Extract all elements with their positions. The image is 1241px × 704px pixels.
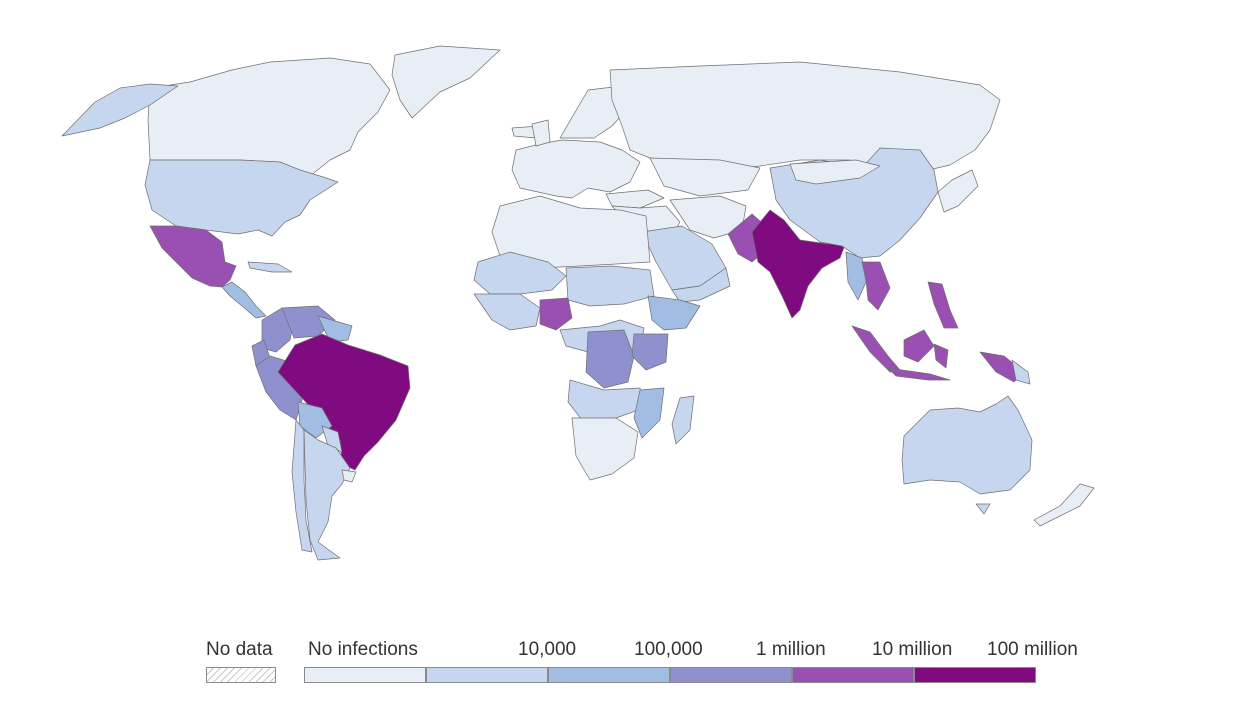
country-uruguay [341,469,357,483]
legend-swatch-bin-5 [914,667,1036,683]
country-java [887,367,951,381]
world-map [61,45,1095,561]
country-myanmar [845,251,867,301]
country-madagascar [671,395,695,445]
country-new-zealand [1033,483,1095,527]
country-mauritania-mali [473,251,567,295]
country-india [751,209,847,319]
country-nigeria [539,297,573,331]
country-east-africa [631,333,669,371]
country-thailand-vietnam [861,261,891,311]
country-cuba [247,261,293,273]
country-drc [585,329,635,389]
country-borneo [903,329,935,363]
legend-tick-label: 1 million [756,639,826,660]
country-philippines [927,281,959,329]
country-ethiopia-horn [647,295,701,331]
country-tasmania [975,503,991,515]
country-europe [511,139,641,199]
country-png [1011,359,1031,385]
country-angola-zambia [567,379,645,421]
country-central-america [221,281,267,319]
country-uk [531,119,551,147]
country-chile [291,419,313,553]
country-sumatra [851,325,901,373]
legend-tick-label: 100 million [987,639,1078,660]
country-north-africa [491,195,651,269]
legend-swatch-bin-3 [670,667,792,683]
country-canada [147,57,391,177]
country-mozambique [633,387,665,439]
country-turkey [605,189,665,209]
country-guianas [317,315,353,343]
country-mongolia [789,159,881,185]
legend-tick-label: 100,000 [634,639,703,660]
country-korea-japan [937,169,979,213]
legend-swatch-bin-1 [426,667,548,683]
legend-no-data-label: No data [206,639,273,660]
country-australia [901,395,1033,495]
legend-no-data-swatch [206,667,276,683]
legend-swatch-no-infections [304,667,426,683]
country-west-africa [473,293,541,331]
country-southern-africa [571,417,639,481]
country-argentina [303,429,351,561]
legend-swatch-bin-4 [792,667,914,683]
country-kazakhstan [649,157,761,197]
country-russia [609,61,1001,173]
country-sahel [565,265,655,307]
legend-tick-label: 10 million [872,639,953,660]
legend-tick-label: 10,000 [518,639,577,660]
country-usa [144,159,339,237]
country-sulawesi [933,343,949,369]
country-mexico [149,225,237,288]
legend-no-infections-label: No infections [308,639,418,660]
country-greenland [391,45,501,119]
country-paraguay [321,425,343,453]
country-alaska [61,83,179,137]
legend-swatch-bin-2 [548,667,670,683]
